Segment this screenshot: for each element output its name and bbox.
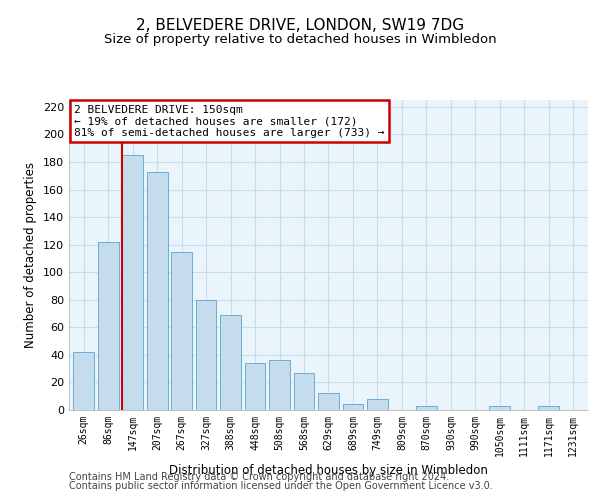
Bar	[122, 155, 143, 410]
Text: Size of property relative to detached houses in Wimbledon: Size of property relative to detached ho…	[104, 32, 496, 46]
Bar	[367, 399, 388, 410]
Bar	[220, 315, 241, 410]
Text: 2 BELVEDERE DRIVE: 150sqm
← 19% of detached houses are smaller (172)
81% of semi: 2 BELVEDERE DRIVE: 150sqm ← 19% of detac…	[74, 104, 385, 138]
Bar	[318, 394, 339, 410]
Y-axis label: Number of detached properties: Number of detached properties	[25, 162, 37, 348]
Bar	[171, 252, 192, 410]
Bar	[98, 242, 119, 410]
Bar	[245, 363, 265, 410]
Bar	[293, 373, 314, 410]
Bar	[343, 404, 364, 410]
X-axis label: Distribution of detached houses by size in Wimbledon: Distribution of detached houses by size …	[169, 464, 488, 477]
Bar	[196, 300, 217, 410]
Bar	[538, 406, 559, 410]
Bar	[269, 360, 290, 410]
Bar	[147, 172, 167, 410]
Bar	[490, 406, 510, 410]
Bar	[416, 406, 437, 410]
Bar	[73, 352, 94, 410]
Text: Contains HM Land Registry data © Crown copyright and database right 2024.: Contains HM Land Registry data © Crown c…	[69, 472, 449, 482]
Text: 2, BELVEDERE DRIVE, LONDON, SW19 7DG: 2, BELVEDERE DRIVE, LONDON, SW19 7DG	[136, 18, 464, 32]
Text: Contains public sector information licensed under the Open Government Licence v3: Contains public sector information licen…	[69, 481, 493, 491]
